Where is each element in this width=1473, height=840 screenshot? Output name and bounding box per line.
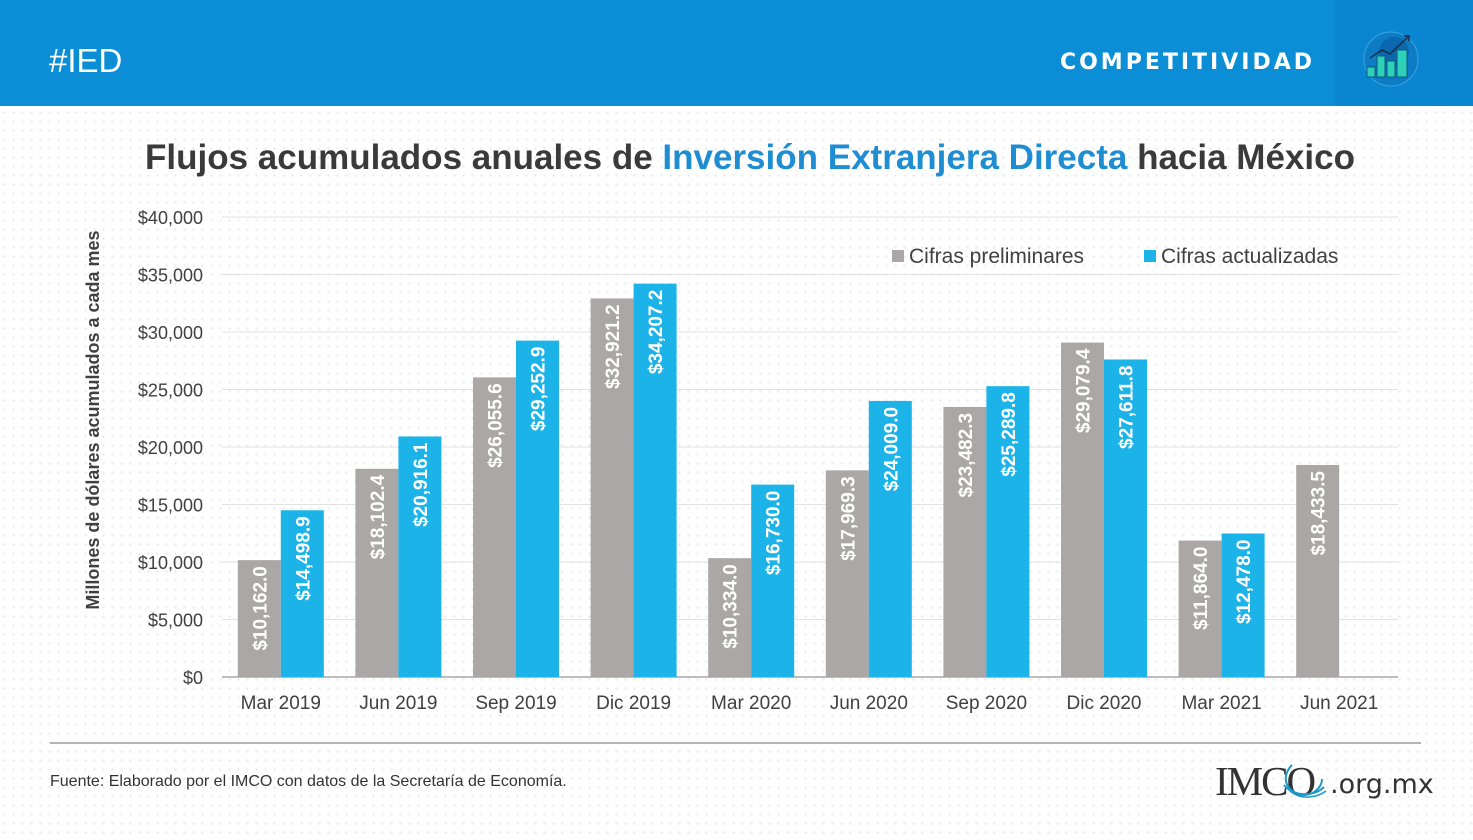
bar-preliminares [1178,540,1222,677]
x-tick-label: Mar 2019 [241,693,321,714]
bar-data-label: $17,969.3 [838,476,859,561]
bar-preliminares [708,558,752,677]
bar-data-label: $10,334.0 [721,564,742,649]
bar-actualizadas [516,340,559,677]
bar-data-label: $12,478.0 [1234,540,1255,625]
chart-title: Flujos acumulados anuales de Inversión E… [0,135,1473,181]
bar-actualizadas [751,484,795,677]
y-tick-label: $20,000 [138,438,203,458]
bar-actualizadas [398,436,442,677]
bar-data-label: $27,611.8 [1117,365,1138,448]
bar-data-label: $34,207.2 [646,290,667,375]
source-note: Fuente: Elaborado por el IMCO con datos … [50,773,567,790]
x-tick-label: Jun 2021 [1300,693,1378,714]
x-tick-label: Sep 2020 [946,693,1027,714]
x-tick-label: Dic 2019 [596,693,671,714]
footer-divider [50,742,1421,744]
bar-preliminares [1296,465,1340,677]
bar-actualizadas [633,283,677,677]
title-suffix: hacia México [1127,138,1355,177]
bar-data-label: $26,055.6 [486,383,507,468]
y-tick-label: $5,000 [148,611,203,631]
x-tick-label: Jun 2019 [359,693,437,714]
y-axis-title: Millones de dólares acumulados a cada me… [83,230,103,610]
header-banner: #IED COMPETITIVIDAD [0,0,1473,106]
bar-preliminares [237,560,281,677]
bar-actualizadas [1221,533,1265,677]
y-tick-label: $0 [183,668,203,688]
x-tick-label: Mar 2020 [711,693,791,714]
x-tick-label: Dic 2020 [1067,693,1142,714]
bar-actualizadas [986,386,1030,677]
bar-chart-growth-icon [1363,31,1419,87]
bar-data-label: $23,482.3 [956,413,977,498]
bar-data-label: $24,009.0 [881,407,902,492]
y-tick-label: $25,000 [138,381,203,401]
bar-data-label: $14,498.9 [293,516,314,601]
legend-swatch [892,250,904,262]
bar-data-label: $29,252.9 [529,347,550,432]
bar-data-label: $25,289.8 [999,392,1020,477]
bar-preliminares [473,377,516,677]
x-tick-label: Sep 2019 [475,693,556,714]
bar-data-label: $20,916.1 [411,442,432,527]
bar-actualizadas [280,510,324,677]
x-tick-label: Jun 2020 [830,693,908,714]
bar-data-label: $16,730.0 [764,491,785,576]
bar-preliminares [355,468,399,677]
y-tick-label: $40,000 [138,208,203,228]
bar-data-label: $29,079.4 [1074,348,1095,433]
bar-actualizadas [1104,359,1147,677]
legend-swatch [1144,250,1156,262]
bar-preliminares [825,470,869,677]
bar-preliminares [943,406,987,677]
bar-data-label: $18,433.5 [1309,471,1330,556]
bar-data-label: $11,864.0 [1191,547,1212,630]
bar-actualizadas [868,400,912,677]
bar-preliminares [1061,342,1104,677]
section-label: COMPETITIVIDAD [1059,50,1315,75]
logo-swoosh-icon [1283,764,1327,798]
title-prefix: Flujos acumulados anuales de [145,138,663,177]
y-tick-label: $35,000 [138,266,203,286]
logo-domain: .org.mx [1330,769,1434,800]
bar-preliminares [590,298,634,677]
legend-label: Cifras preliminares [909,245,1084,268]
title-highlight: Inversión Extranjera Directa [662,138,1128,177]
y-tick-label: $10,000 [138,553,203,573]
x-tick-label: Mar 2021 [1181,693,1261,714]
legend-label: Cifras actualizadas [1161,245,1338,268]
y-tick-label: $30,000 [138,323,203,343]
y-tick-label: $15,000 [138,496,203,516]
bar-data-label: $18,102.4 [368,474,389,559]
bar-data-label: $10,162.0 [250,566,271,651]
hashtag-label: #IED [49,42,123,79]
bar-data-label: $32,921.2 [603,304,624,389]
